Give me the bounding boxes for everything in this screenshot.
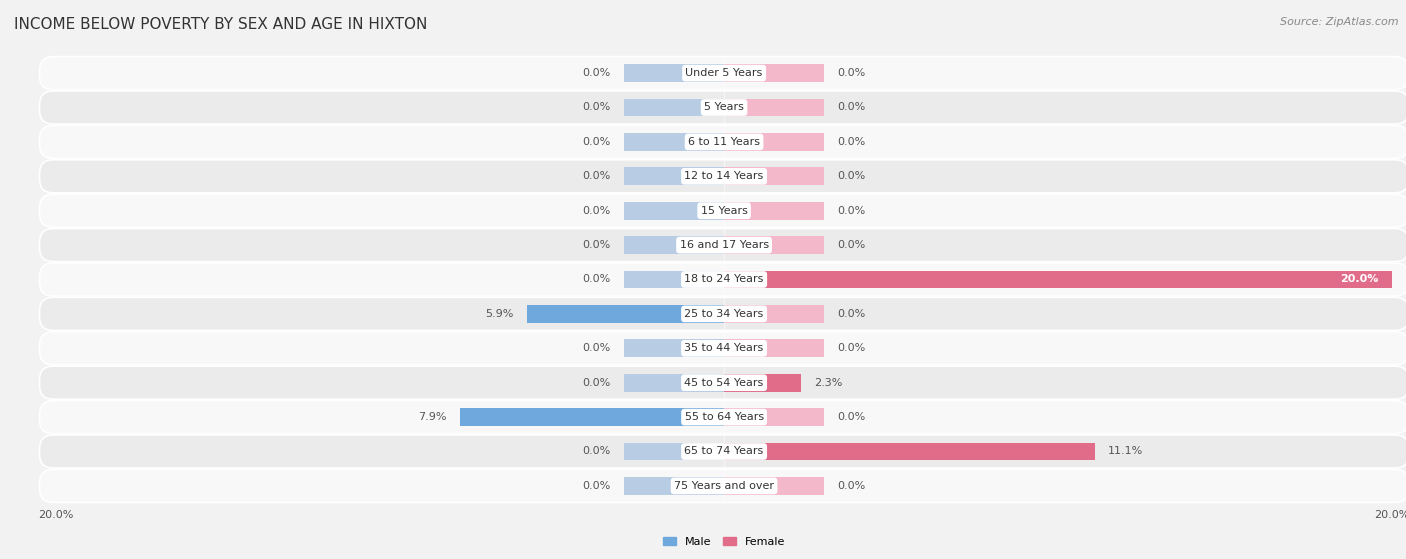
Text: 75 Years and over: 75 Years and over bbox=[673, 481, 775, 491]
Bar bbox=[724, 202, 824, 220]
Bar bbox=[724, 374, 801, 392]
Text: 55 to 64 Years: 55 to 64 Years bbox=[685, 412, 763, 422]
Bar bbox=[624, 64, 724, 82]
Text: 0.0%: 0.0% bbox=[582, 171, 610, 181]
Bar bbox=[724, 167, 824, 185]
Text: 0.0%: 0.0% bbox=[838, 68, 866, 78]
Text: 0.0%: 0.0% bbox=[838, 102, 866, 112]
Text: 0.0%: 0.0% bbox=[582, 274, 610, 285]
FancyBboxPatch shape bbox=[39, 435, 1406, 468]
Text: 0.0%: 0.0% bbox=[838, 412, 866, 422]
FancyBboxPatch shape bbox=[39, 470, 1406, 503]
Bar bbox=[460, 408, 724, 426]
Text: 25 to 34 Years: 25 to 34 Years bbox=[685, 309, 763, 319]
Text: 0.0%: 0.0% bbox=[838, 137, 866, 147]
Text: 0.0%: 0.0% bbox=[838, 206, 866, 216]
Text: 0.0%: 0.0% bbox=[582, 206, 610, 216]
Text: 45 to 54 Years: 45 to 54 Years bbox=[685, 378, 763, 388]
Text: 0.0%: 0.0% bbox=[582, 378, 610, 388]
Text: Source: ZipAtlas.com: Source: ZipAtlas.com bbox=[1281, 17, 1399, 27]
Text: 6 to 11 Years: 6 to 11 Years bbox=[688, 137, 761, 147]
Text: 0.0%: 0.0% bbox=[838, 240, 866, 250]
Text: 18 to 24 Years: 18 to 24 Years bbox=[685, 274, 763, 285]
Text: 0.0%: 0.0% bbox=[582, 343, 610, 353]
FancyBboxPatch shape bbox=[39, 401, 1406, 434]
FancyBboxPatch shape bbox=[39, 332, 1406, 365]
FancyBboxPatch shape bbox=[39, 297, 1406, 330]
Bar bbox=[724, 236, 824, 254]
Bar bbox=[624, 271, 724, 288]
Bar bbox=[527, 305, 724, 323]
Text: 16 and 17 Years: 16 and 17 Years bbox=[679, 240, 769, 250]
Text: 15 Years: 15 Years bbox=[700, 206, 748, 216]
FancyBboxPatch shape bbox=[39, 229, 1406, 262]
Bar bbox=[724, 339, 824, 357]
Legend: Male, Female: Male, Female bbox=[658, 532, 790, 551]
Bar bbox=[724, 305, 824, 323]
Text: 0.0%: 0.0% bbox=[582, 240, 610, 250]
Bar bbox=[624, 133, 724, 151]
Text: 12 to 14 Years: 12 to 14 Years bbox=[685, 171, 763, 181]
Bar bbox=[624, 167, 724, 185]
Bar bbox=[624, 339, 724, 357]
Bar bbox=[724, 477, 824, 495]
Text: 35 to 44 Years: 35 to 44 Years bbox=[685, 343, 763, 353]
Bar bbox=[724, 133, 824, 151]
FancyBboxPatch shape bbox=[39, 56, 1406, 89]
Bar bbox=[624, 202, 724, 220]
FancyBboxPatch shape bbox=[39, 91, 1406, 124]
Bar bbox=[724, 271, 1392, 288]
Bar bbox=[724, 443, 1095, 461]
Bar bbox=[724, 408, 824, 426]
Text: 65 to 74 Years: 65 to 74 Years bbox=[685, 447, 763, 457]
Text: 7.9%: 7.9% bbox=[419, 412, 447, 422]
Bar bbox=[624, 443, 724, 461]
Bar bbox=[624, 374, 724, 392]
Text: 5.9%: 5.9% bbox=[485, 309, 513, 319]
Text: 2.3%: 2.3% bbox=[814, 378, 842, 388]
FancyBboxPatch shape bbox=[39, 263, 1406, 296]
Bar bbox=[624, 477, 724, 495]
Text: 0.0%: 0.0% bbox=[582, 447, 610, 457]
FancyBboxPatch shape bbox=[39, 194, 1406, 227]
Text: 0.0%: 0.0% bbox=[582, 481, 610, 491]
FancyBboxPatch shape bbox=[39, 125, 1406, 158]
Text: 20.0%: 20.0% bbox=[1340, 274, 1379, 285]
Bar bbox=[724, 98, 824, 116]
Text: 5 Years: 5 Years bbox=[704, 102, 744, 112]
FancyBboxPatch shape bbox=[39, 366, 1406, 399]
Text: 0.0%: 0.0% bbox=[582, 102, 610, 112]
Text: 0.0%: 0.0% bbox=[582, 137, 610, 147]
Text: 0.0%: 0.0% bbox=[838, 171, 866, 181]
Text: 0.0%: 0.0% bbox=[582, 68, 610, 78]
Bar bbox=[724, 64, 824, 82]
Text: 0.0%: 0.0% bbox=[838, 343, 866, 353]
Text: INCOME BELOW POVERTY BY SEX AND AGE IN HIXTON: INCOME BELOW POVERTY BY SEX AND AGE IN H… bbox=[14, 17, 427, 32]
Text: 0.0%: 0.0% bbox=[838, 481, 866, 491]
Text: Under 5 Years: Under 5 Years bbox=[686, 68, 762, 78]
FancyBboxPatch shape bbox=[39, 160, 1406, 193]
Bar bbox=[624, 98, 724, 116]
Text: 0.0%: 0.0% bbox=[838, 309, 866, 319]
Text: 11.1%: 11.1% bbox=[1108, 447, 1143, 457]
Bar bbox=[624, 236, 724, 254]
